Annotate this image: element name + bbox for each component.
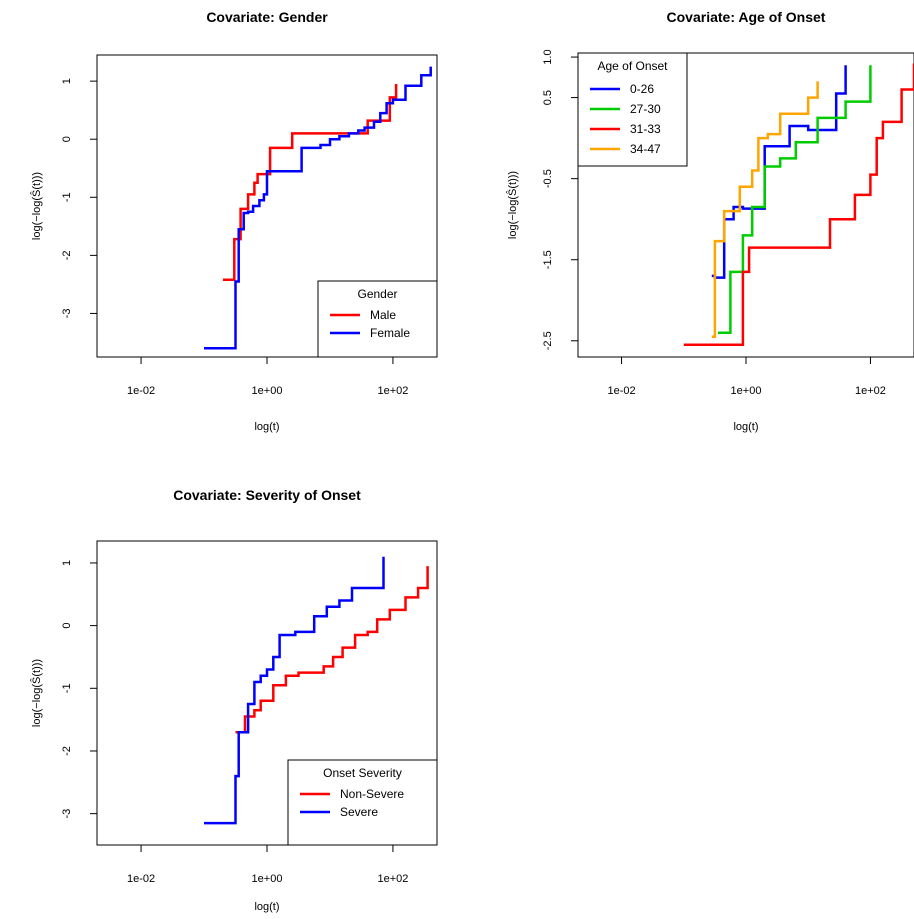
- y-tick-label: -3: [61, 309, 73, 319]
- legend: Age of Onset 0-26 27-30 31-33 34-47: [577, 52, 688, 167]
- x-axis-label: log(t): [254, 901, 279, 913]
- x-tick-label: 1e+00: [252, 873, 283, 885]
- panel-age-of-onset: Covariate: Age of Onset 1e-02 1e+00 1e+02 -2…: [506, 9, 914, 433]
- series-line-27-30: [718, 65, 872, 334]
- y-tick-label: 0: [61, 136, 73, 142]
- y-tick-label: 1: [61, 78, 73, 84]
- x-tick-label: 1e-02: [127, 873, 155, 885]
- x-tick-label: 1e+02: [855, 385, 886, 397]
- x-tick-label: 1e+02: [377, 385, 408, 397]
- panel-severity-of-onset: Covariate: Severity of Onset 1e-02 1e+00 1e…: [30, 487, 438, 913]
- legend: Onset Severity Non-Severe Severe: [287, 759, 438, 846]
- x-axis-label: log(t): [733, 421, 758, 433]
- legend-entry: 31-33: [630, 122, 661, 136]
- panel-gender: Covariate: Gender 1e-02 1e+00 1e+02 -3 -2 -1 0 1…: [30, 9, 438, 433]
- x-tick-label: 1e-02: [607, 385, 635, 397]
- y-axis-label: log(−log(Ŝ(t))): [30, 659, 43, 727]
- chart-title: Covariate: Severity of Onset: [173, 487, 361, 503]
- y-tick-label: 0.5: [542, 90, 554, 105]
- series-line-non-severe: [235, 566, 429, 734]
- legend-entry: 34-47: [630, 142, 661, 156]
- legend-box: [317, 280, 438, 358]
- legend: Gender Male Female: [317, 280, 438, 358]
- legend-box: [287, 759, 438, 846]
- y-tick-label: 1: [61, 560, 73, 566]
- y-tick-label: 0: [61, 623, 73, 629]
- x-tick-label: 1e+00: [252, 385, 283, 397]
- series-line-severe: [204, 556, 385, 825]
- legend-entry: Non-Severe: [340, 787, 404, 801]
- legend-title: Gender: [357, 287, 397, 301]
- legend-entry: Severe: [340, 805, 378, 819]
- series-line-0-26: [711, 65, 847, 279]
- x-axis-label: log(t): [254, 421, 279, 433]
- legend-entry: 27-30: [630, 102, 661, 116]
- x-tick-label: 1e+00: [731, 385, 762, 397]
- series-line-34-47: [711, 81, 819, 338]
- series-line-male: [222, 84, 398, 282]
- legend-title: Onset Severity: [323, 766, 402, 780]
- y-tick-label: -0.5: [542, 169, 554, 188]
- x-tick-label: 1e-02: [127, 385, 155, 397]
- series-line-female: [204, 66, 432, 350]
- y-tick-label: -1: [61, 192, 73, 202]
- chart-title: Covariate: Age of Onset: [667, 9, 826, 25]
- series-line-31-33: [683, 63, 914, 347]
- chart-title: Covariate: Gender: [206, 9, 328, 25]
- legend-entry: Male: [370, 308, 396, 322]
- legend-entry: 0-26: [630, 82, 654, 96]
- y-tick-label: -2.5: [542, 331, 554, 350]
- legend-entry: Female: [370, 326, 410, 340]
- y-tick-label: -1: [61, 683, 73, 693]
- y-axis-label: log(−log(Ŝ(t))): [30, 172, 43, 240]
- x-tick-label: 1e+02: [377, 873, 408, 885]
- y-tick-label: -2: [61, 746, 73, 756]
- y-tick-label: -1.5: [542, 250, 554, 269]
- legend-title: Age of Onset: [597, 59, 668, 73]
- y-axis-label: log(−log(Ŝ(t))): [506, 171, 519, 239]
- y-tick-label: -3: [61, 809, 73, 819]
- y-tick-label: 1.0: [542, 49, 554, 64]
- y-tick-label: -2: [61, 250, 73, 260]
